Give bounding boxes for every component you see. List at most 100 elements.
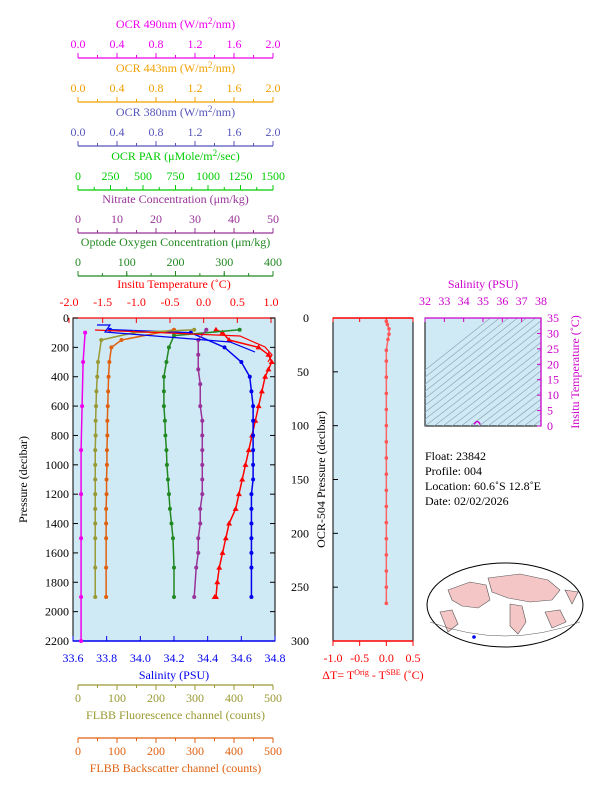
- data-point: [165, 477, 170, 482]
- temperature-tick-label: 1.0: [264, 295, 279, 309]
- data-point: [211, 593, 218, 599]
- data-point: [219, 549, 226, 555]
- series-line: [214, 329, 273, 598]
- pressure-tick-label: 1000: [45, 458, 69, 472]
- ts-temperature-tick-label: 30: [547, 326, 559, 340]
- data-point: [93, 521, 98, 526]
- data-point: [239, 476, 246, 482]
- data-point: [226, 520, 233, 526]
- pressure-tick-label: 600: [51, 399, 69, 413]
- top-axis-tick-label: 20: [150, 212, 162, 226]
- isoline: [514, 405, 541, 426]
- density-isolines: [425, 318, 541, 426]
- data-point: [104, 565, 109, 570]
- top-axis-tick-label: 1250: [229, 169, 253, 183]
- data-point: [93, 565, 98, 570]
- isoline: [425, 318, 519, 392]
- data-point: [237, 327, 242, 332]
- data-point: [79, 639, 84, 643]
- data-point: [222, 535, 229, 541]
- data-point: [192, 594, 197, 599]
- isoline: [425, 318, 501, 378]
- data-point: [384, 553, 389, 557]
- world-map: [426, 562, 584, 648]
- data-point: [232, 505, 239, 511]
- data-point: [164, 448, 169, 453]
- pressure-tick-label: 1400: [45, 517, 69, 531]
- data-point: [249, 521, 254, 526]
- top-axis-tick-label: 1.2: [188, 37, 203, 51]
- ts-salinity-tick-label: 36: [496, 294, 508, 308]
- data-point: [204, 327, 209, 332]
- data-point: [249, 389, 254, 394]
- data-point: [105, 418, 110, 423]
- ocr-pressure-tick-label: 200: [291, 526, 309, 540]
- data-point: [387, 332, 391, 336]
- top-axis-tick-label: 2.0: [266, 81, 281, 95]
- ts-temperature-tick-label: 25: [547, 342, 559, 356]
- data-point: [249, 536, 254, 541]
- ts-panel-background: [424, 317, 542, 427]
- bottom-axis-tick-label: 0: [75, 691, 81, 705]
- data-point: [104, 477, 109, 482]
- data-point: [170, 536, 175, 541]
- bottom-axis-tick-label: 100: [108, 691, 126, 705]
- data-point: [169, 521, 174, 526]
- data-point: [94, 389, 99, 394]
- data-point: [242, 461, 249, 467]
- series-ocr-490nm: [79, 330, 88, 643]
- map-landmass: [439, 609, 459, 633]
- data-point: [251, 448, 256, 453]
- location: Location: 60.6˚S 12.8˚E: [425, 479, 541, 493]
- data-point: [93, 433, 98, 438]
- series-line: [385, 320, 390, 604]
- data-point: [255, 344, 262, 350]
- isoline: [523, 412, 541, 426]
- ocr-pressure-axis-label: OCR-504 Pressure (decibar): [314, 411, 328, 548]
- ts-salinity-tick-label: 33: [438, 294, 450, 308]
- data-point: [107, 360, 112, 365]
- salinity-tick-label: 33.8: [96, 651, 117, 665]
- pressure-tick-label: 2000: [45, 605, 69, 619]
- top-axis-0: OCR 490nm (W/m2/nm) 0.0 0.4 0.8 1.2 1.6 2.0: [71, 16, 281, 59]
- data-point: [105, 433, 110, 438]
- data-point: [172, 565, 176, 570]
- data-point: [104, 594, 109, 599]
- top-axis-tick-label: 1.6: [227, 125, 242, 139]
- profile-number: Profile: 004: [425, 464, 482, 478]
- top-axis-tick-label: 1000: [196, 169, 220, 183]
- pressure-tick-label: 400: [51, 370, 69, 384]
- isoline: [425, 320, 541, 413]
- data-point: [249, 550, 254, 555]
- top-axis-tick-label: 2.0: [266, 125, 281, 139]
- temperature-tick-label: 0.0: [196, 295, 211, 309]
- series-insitu-temperature: [211, 326, 275, 599]
- data-point: [93, 536, 98, 541]
- data-point: [172, 333, 176, 338]
- data-point: [80, 404, 85, 409]
- series-line: [193, 329, 207, 598]
- top-axis-tick-label: 750: [167, 169, 185, 183]
- data-point: [106, 374, 111, 379]
- data-point: [172, 594, 176, 599]
- top-axis-tick-label: 1500: [261, 169, 285, 183]
- ts-temperature-axis-label: Insitu Temperature (˚C): [568, 315, 582, 429]
- salinity-tick-label: 33.6: [63, 651, 84, 665]
- data-point: [93, 477, 98, 482]
- data-point: [249, 492, 254, 497]
- salinity-tick-label: 34.2: [164, 651, 185, 665]
- data-point: [93, 492, 98, 497]
- top-axis-tick-label: 0: [75, 212, 81, 226]
- ts-salinity-tick-label: 32: [419, 294, 431, 308]
- map-landmass: [509, 603, 527, 635]
- series-line: [94, 328, 195, 597]
- data-point: [196, 367, 201, 372]
- top-axis-label: OCR 443nm (W/m2/nm): [116, 60, 235, 75]
- top-axis-label: OCR PAR (μMole/m2/sec): [111, 148, 240, 163]
- ts-salinity-tick-label: 34: [458, 294, 470, 308]
- top-axis-tick-label: 200: [167, 255, 185, 269]
- top-axis-tick-label: 0.4: [110, 37, 125, 51]
- data-point: [385, 322, 390, 327]
